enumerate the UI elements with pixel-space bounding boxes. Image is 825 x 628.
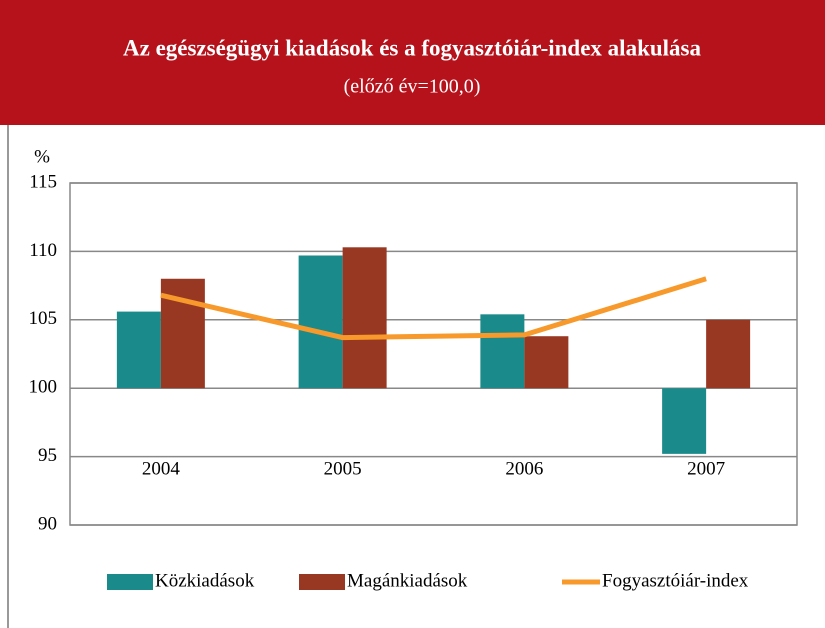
line <box>160 276 707 341</box>
bar <box>116 311 161 389</box>
chart-subtitle: (előző év=100,0) <box>344 76 481 98</box>
y-tick-label: 115 <box>29 171 57 192</box>
x-tick-label: 2006 <box>505 458 543 479</box>
y-tick-label: 100 <box>29 377 58 398</box>
bar <box>298 255 343 389</box>
legend-label: Magánkiadások <box>347 570 468 591</box>
y-tick-label: 95 <box>38 445 57 466</box>
y-axis-label: % <box>34 146 50 167</box>
legend-label: Fogyasztóiár-index <box>602 570 749 591</box>
bar <box>342 247 387 389</box>
legend-swatch <box>299 574 345 590</box>
bar <box>706 319 751 389</box>
legend-label: Közkiadások <box>155 570 255 591</box>
bar <box>480 314 525 389</box>
y-tick-label: 110 <box>29 240 57 261</box>
bar <box>662 388 707 454</box>
legend-swatch <box>107 574 153 590</box>
x-tick-label: 2007 <box>687 458 725 479</box>
x-tick-label: 2005 <box>324 458 362 479</box>
header <box>0 0 825 125</box>
x-tick-label: 2004 <box>142 458 181 479</box>
y-tick-label: 90 <box>38 513 57 534</box>
chart-title: Az egészségügyi kiadások és a fogyasztói… <box>123 35 701 60</box>
y-tick-label: 105 <box>29 308 58 329</box>
bar <box>524 336 569 389</box>
